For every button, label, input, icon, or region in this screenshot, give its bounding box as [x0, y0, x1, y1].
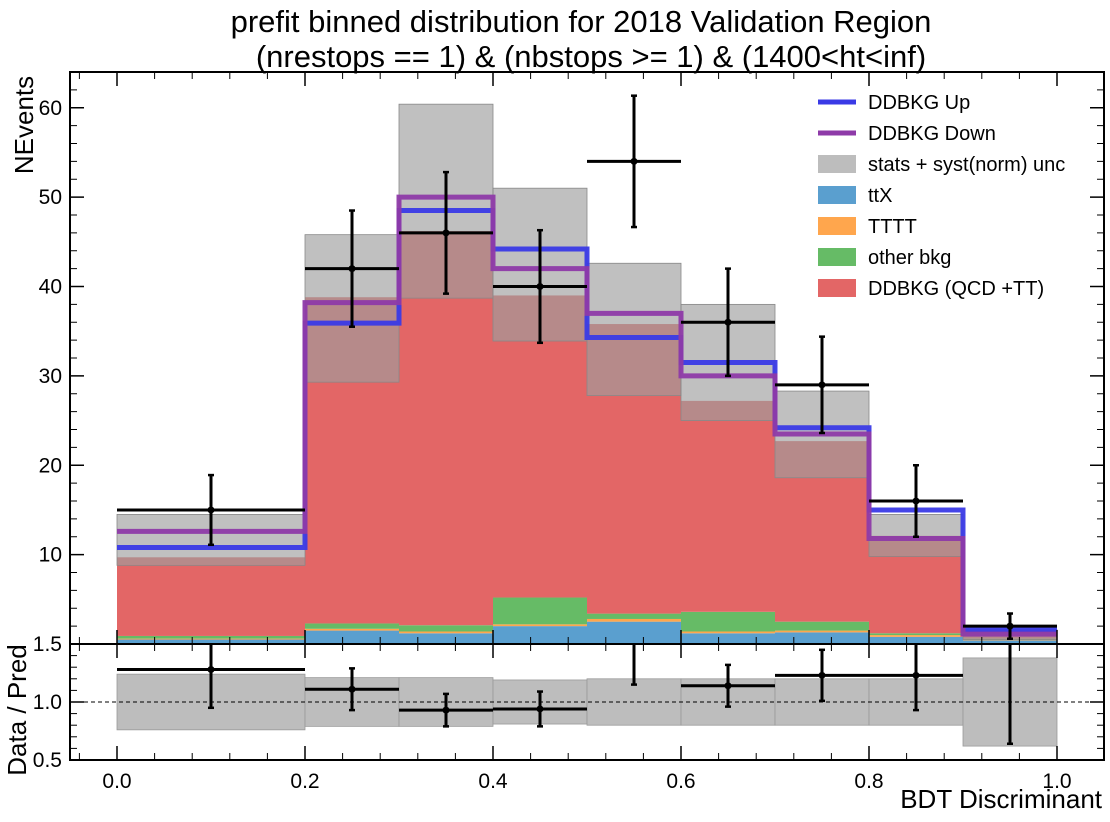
variation-line-ddbkg-up: [117, 208, 1057, 633]
legend-label-ddbkg-up: DDBKG Up: [868, 92, 970, 114]
ratio-point-3: [536, 705, 544, 713]
data-point-4: [630, 157, 638, 165]
variation-line-ddbkg-down: [117, 194, 1057, 637]
data-point-7: [912, 497, 920, 505]
title-block: prefit binned distribution for 2018 Vali…: [231, 4, 932, 74]
main-panel: 10 20 30 40 50 60: [39, 71, 1105, 645]
stack-bar-tttt-0: [117, 638, 305, 640]
stack-bar-tttt-7: [869, 635, 963, 637]
x-tick-label-3: 0.6: [666, 770, 695, 793]
stack-bar-ddbkg-qcd-tt--3: [493, 295, 587, 598]
stack-bar-other-bkg-2: [399, 625, 493, 632]
ratio-point-7: [912, 671, 920, 679]
stack-bar-tttt-8: [963, 639, 1057, 641]
unc-band-bin-4: [586, 262, 682, 396]
stack-bar-tttt-4: [587, 618, 681, 622]
stack-bar-ttx-5: [681, 633, 775, 644]
stack-bar-other-bkg-6: [775, 621, 869, 631]
x-tick-label-5: 1.0: [1042, 770, 1071, 793]
ratio-point-5: [724, 682, 732, 690]
y-axis-label-ratio: Data / Pred: [2, 644, 32, 776]
x-tick-label-0: 0.0: [102, 770, 131, 793]
stack-bar-ttx-6: [775, 632, 869, 644]
legend-swatch-stats-syst-norm-unc: [818, 155, 856, 173]
ratio-point-1: [348, 685, 356, 693]
ratio-ytick-label-2: 1.5: [33, 633, 62, 656]
stack-bar-ttx-8: [963, 640, 1057, 644]
stack-bar-ttx-1: [305, 630, 399, 644]
main-ytick-label-3: 40: [39, 276, 62, 299]
ratio-ytick-label-0: 0.5: [33, 749, 62, 772]
stack-bar-other-bkg-0: [117, 635, 305, 639]
ratio-point-0: [207, 666, 215, 674]
ratio-point-2: [442, 706, 450, 714]
legend-label-ddbkg-qcd-tt-: DDBKG (QCD +TT): [868, 278, 1044, 300]
data-point-0: [207, 506, 215, 514]
x-tick-label-1: 0.2: [290, 770, 319, 793]
legend-swatch-ddbkg-qcd-tt-: [818, 279, 856, 297]
legend-label-ttx: ttX: [868, 185, 892, 207]
x-tick-label-4: 0.8: [854, 770, 883, 793]
legend-label-ddbkg-down: DDBKG Down: [868, 123, 996, 145]
stack-bar-other-bkg-4: [587, 613, 681, 619]
data-point-3: [536, 283, 544, 290]
stack-bar-tttt-2: [399, 631, 493, 634]
stack-bar-ttx-2: [399, 633, 493, 644]
stack-bar-tttt-1: [305, 628, 399, 631]
y-axis-label-main: NEvents: [9, 76, 39, 174]
data-point-8: [1006, 622, 1014, 630]
stack-bar-ddbkg-qcd-tt--0: [117, 557, 305, 636]
main-ytick-label-2: 30: [39, 365, 62, 388]
main-ytick-label-4: 50: [39, 186, 62, 209]
chart-title-line-1: prefit binned distribution for 2018 Vali…: [231, 4, 932, 39]
stack-bar-ttx-0: [117, 639, 305, 644]
main-ytick-label-5: 60: [39, 97, 62, 120]
legend-swatch-other-bkg: [818, 248, 856, 266]
stack-bar-tttt-6: [775, 630, 869, 633]
legend-label-stats-syst-norm-unc: stats + syst(norm) unc: [868, 154, 1065, 176]
chart-title-line-2: (nrestops == 1) & (nbstops >= 1) & (1400…: [256, 39, 926, 74]
main-ytick-label-0: 10: [39, 544, 62, 567]
stack-bar-ttx-7: [869, 636, 963, 644]
x-tick-label-2: 0.4: [478, 770, 508, 793]
stack-bar-other-bkg-7: [869, 633, 963, 636]
stack-bar-ttx-4: [587, 621, 681, 644]
ratio-ytick-label-1: 1.0: [33, 691, 62, 714]
data-point-5: [724, 318, 732, 326]
legend-swatch-ttx: [818, 186, 856, 204]
legend: DDBKG Up DDBKG Down stats + syst(norm) unc…: [818, 92, 1065, 300]
ratio-panel: 0.5 1.0 1.5 0.0 0.2 0.4 0.6 0.8 1.0: [33, 633, 1105, 793]
data-point-1: [348, 265, 356, 273]
legend-label-other-bkg: other bkg: [868, 247, 951, 269]
x-axis-label: BDT Discriminant: [900, 784, 1103, 814]
ratio-point-6: [818, 671, 826, 679]
data-point-6: [818, 381, 826, 389]
stack-bar-tttt-5: [681, 631, 775, 634]
stack-bar-other-bkg-3: [493, 597, 587, 625]
data-point-2: [442, 229, 450, 237]
main-ytick-label-1: 20: [39, 454, 62, 477]
stack-bar-other-bkg-1: [305, 623, 399, 629]
stack-bar-ddbkg-qcd-tt--5: [681, 400, 775, 612]
legend-swatch-tttt: [818, 217, 856, 235]
stack-bar-tttt-3: [493, 624, 587, 627]
stack-bar-ttx-3: [493, 626, 587, 644]
stack-bar-other-bkg-5: [681, 611, 775, 632]
legend-label-tttt: TTTT: [868, 216, 917, 238]
